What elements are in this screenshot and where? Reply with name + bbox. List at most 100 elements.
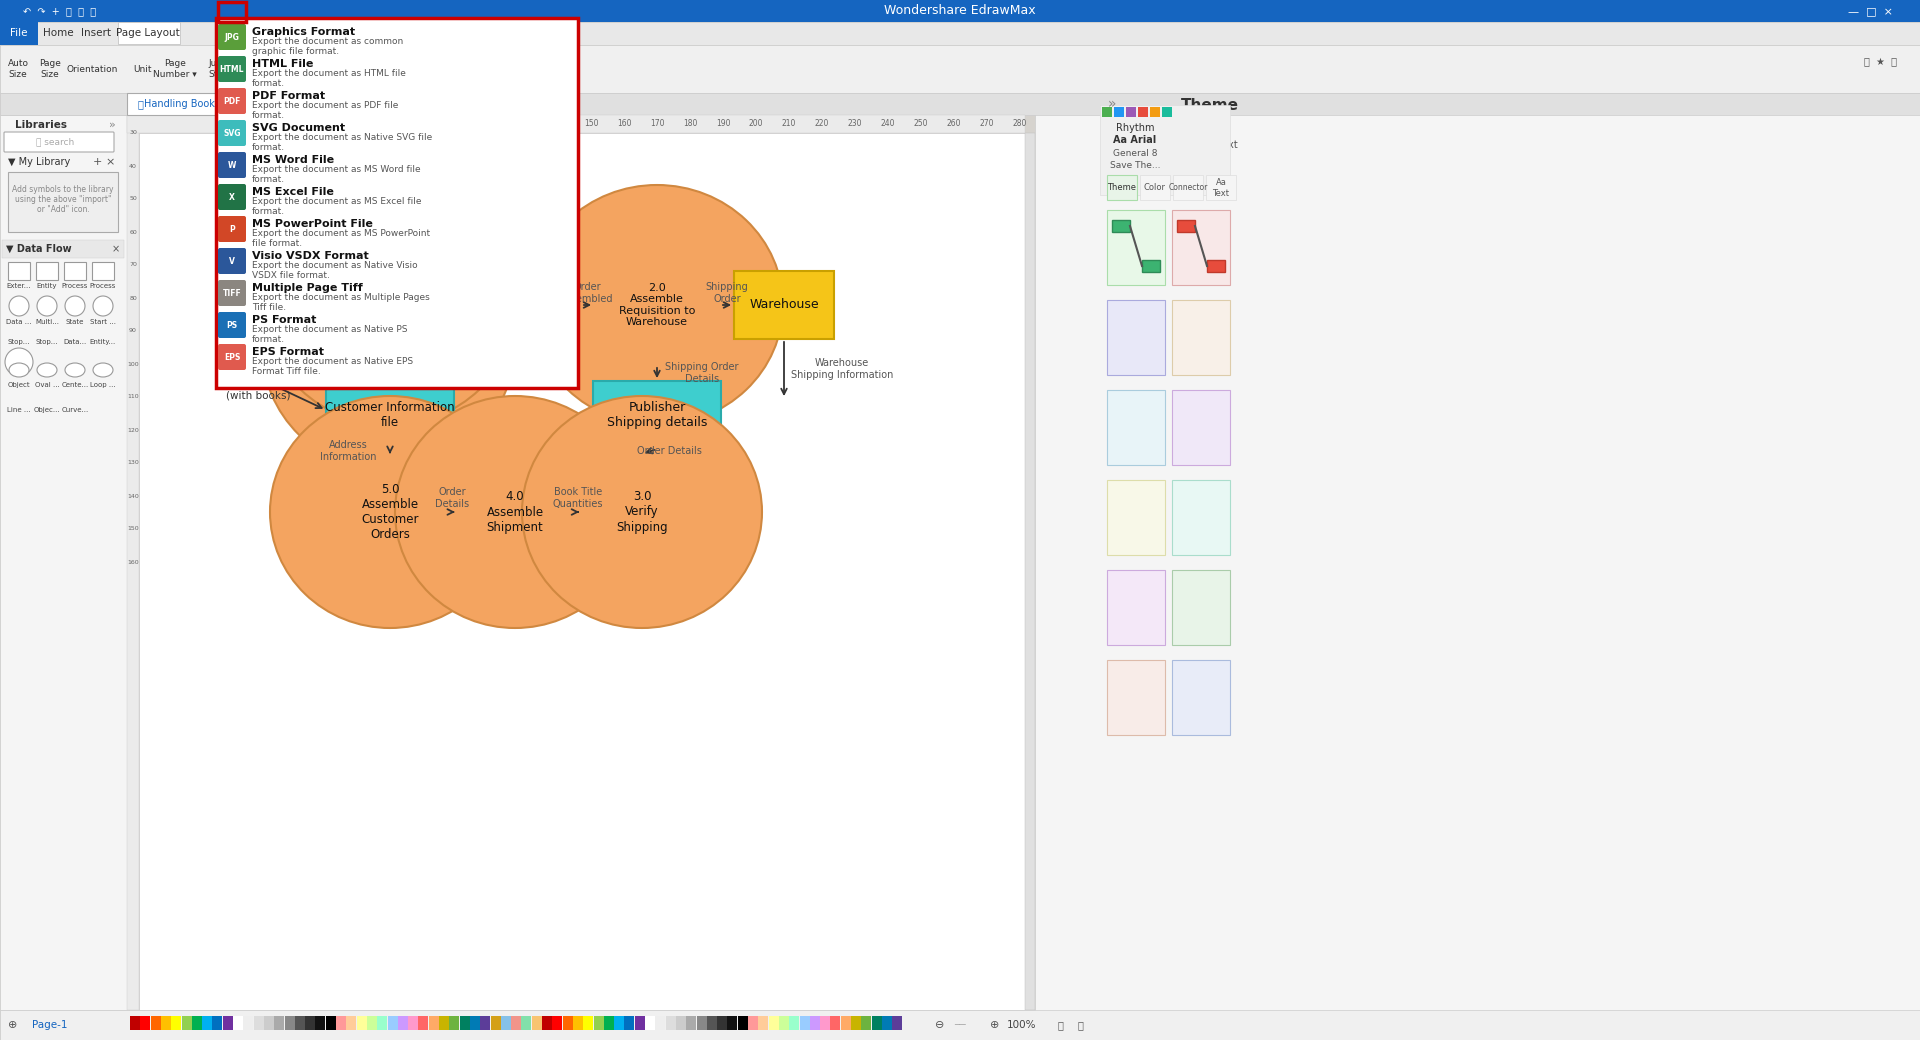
FancyBboxPatch shape [1171,300,1231,375]
FancyBboxPatch shape [284,1016,294,1030]
FancyBboxPatch shape [0,22,38,45]
Text: format.: format. [252,175,286,183]
FancyBboxPatch shape [2,240,125,258]
FancyBboxPatch shape [1108,660,1165,735]
Text: Export the document as common: Export the document as common [252,37,403,47]
FancyBboxPatch shape [758,1016,768,1030]
Text: Data ...: Data ... [6,319,33,324]
Text: Order
Assembled: Order Assembled [561,282,614,304]
FancyBboxPatch shape [676,1016,685,1030]
Text: Stop...: Stop... [8,339,31,345]
Text: ×: × [111,244,119,254]
Text: 60: 60 [129,230,136,234]
Text: »: » [1108,123,1117,137]
FancyBboxPatch shape [367,1016,376,1030]
FancyBboxPatch shape [171,1016,180,1030]
FancyBboxPatch shape [1102,107,1112,116]
FancyBboxPatch shape [223,1016,232,1030]
Text: 5.0
Assemble
Customer
Orders: 5.0 Assemble Customer Orders [361,483,419,541]
FancyBboxPatch shape [1171,570,1231,645]
FancyBboxPatch shape [470,1016,480,1030]
Text: SVG: SVG [223,129,240,137]
Circle shape [10,296,29,316]
FancyBboxPatch shape [572,1016,584,1030]
FancyBboxPatch shape [532,1016,541,1030]
Text: Loop ...: Loop ... [90,382,115,388]
Text: State: State [65,319,84,324]
FancyBboxPatch shape [232,1016,244,1030]
FancyBboxPatch shape [324,165,451,235]
Text: »: » [1108,97,1116,111]
Text: format.: format. [252,142,286,152]
FancyBboxPatch shape [1125,107,1137,116]
Text: Aa
Text: Aa Text [1213,178,1229,198]
Text: Curve...: Curve... [61,407,88,413]
Text: »: » [109,120,115,130]
Text: 130: 130 [518,120,532,129]
Ellipse shape [261,223,515,471]
Text: Watermark: Watermark [338,57,392,67]
FancyBboxPatch shape [346,1016,357,1030]
Text: +: + [92,157,102,167]
Ellipse shape [522,396,762,628]
FancyBboxPatch shape [459,1016,470,1030]
Text: Color: Color [1148,140,1173,150]
FancyBboxPatch shape [117,22,180,44]
Text: 120: 120 [127,427,138,433]
Text: 100: 100 [419,120,434,129]
FancyBboxPatch shape [219,312,246,338]
FancyBboxPatch shape [862,1016,872,1030]
Text: 70: 70 [129,262,136,267]
FancyBboxPatch shape [449,1016,459,1030]
Text: Order Details: Order Details [637,446,701,456]
Text: 90: 90 [388,120,397,129]
FancyBboxPatch shape [388,1016,397,1030]
Ellipse shape [271,396,511,628]
FancyBboxPatch shape [593,381,722,449]
FancyBboxPatch shape [0,0,1920,22]
Text: 40: 40 [129,163,136,168]
FancyBboxPatch shape [737,1016,747,1030]
Ellipse shape [92,363,113,376]
Text: using the above "import": using the above "import" [15,196,111,205]
Ellipse shape [10,363,29,376]
Text: Oval ...: Oval ... [35,382,60,388]
FancyBboxPatch shape [275,1016,284,1030]
Text: PS Format: PS Format [252,315,317,324]
FancyBboxPatch shape [219,120,246,146]
Text: Start ...: Start ... [90,319,115,324]
FancyBboxPatch shape [666,1016,676,1030]
Text: 90: 90 [129,329,136,334]
Text: ▼ Data Flow: ▼ Data Flow [6,244,71,254]
Text: ▼ My Library: ▼ My Library [8,157,71,167]
FancyBboxPatch shape [1177,220,1194,232]
Text: Page
Number ▾: Page Number ▾ [154,59,198,79]
FancyBboxPatch shape [8,172,117,232]
Text: format.: format. [252,78,286,87]
FancyBboxPatch shape [1139,107,1148,116]
Circle shape [92,296,113,316]
FancyBboxPatch shape [780,1016,789,1030]
Text: Export the document as PDF file: Export the document as PDF file [252,102,397,110]
Text: Data...: Data... [63,339,86,345]
FancyBboxPatch shape [219,152,246,178]
FancyBboxPatch shape [799,1016,810,1030]
Text: 2.0
Assemble
Requisition to
Warehouse: 2.0 Assemble Requisition to Warehouse [618,283,695,328]
FancyBboxPatch shape [127,115,1025,133]
FancyBboxPatch shape [614,1016,624,1030]
Text: Stop...: Stop... [36,339,58,345]
FancyBboxPatch shape [219,56,246,82]
Text: Process: Process [90,283,117,289]
Text: Unit: Unit [132,64,152,74]
Text: W: W [228,160,236,170]
Text: Export the document as Native EPS: Export the document as Native EPS [252,358,413,366]
Text: 180: 180 [684,120,697,129]
FancyBboxPatch shape [636,1016,645,1030]
Text: Insert: Insert [81,28,111,38]
FancyBboxPatch shape [1108,300,1165,375]
Text: Visio VSDX Format: Visio VSDX Format [252,251,369,261]
Text: Rhythm: Rhythm [1116,123,1154,133]
FancyBboxPatch shape [202,1016,211,1030]
FancyBboxPatch shape [150,1016,161,1030]
Text: or "Add" icon.: or "Add" icon. [36,206,90,214]
